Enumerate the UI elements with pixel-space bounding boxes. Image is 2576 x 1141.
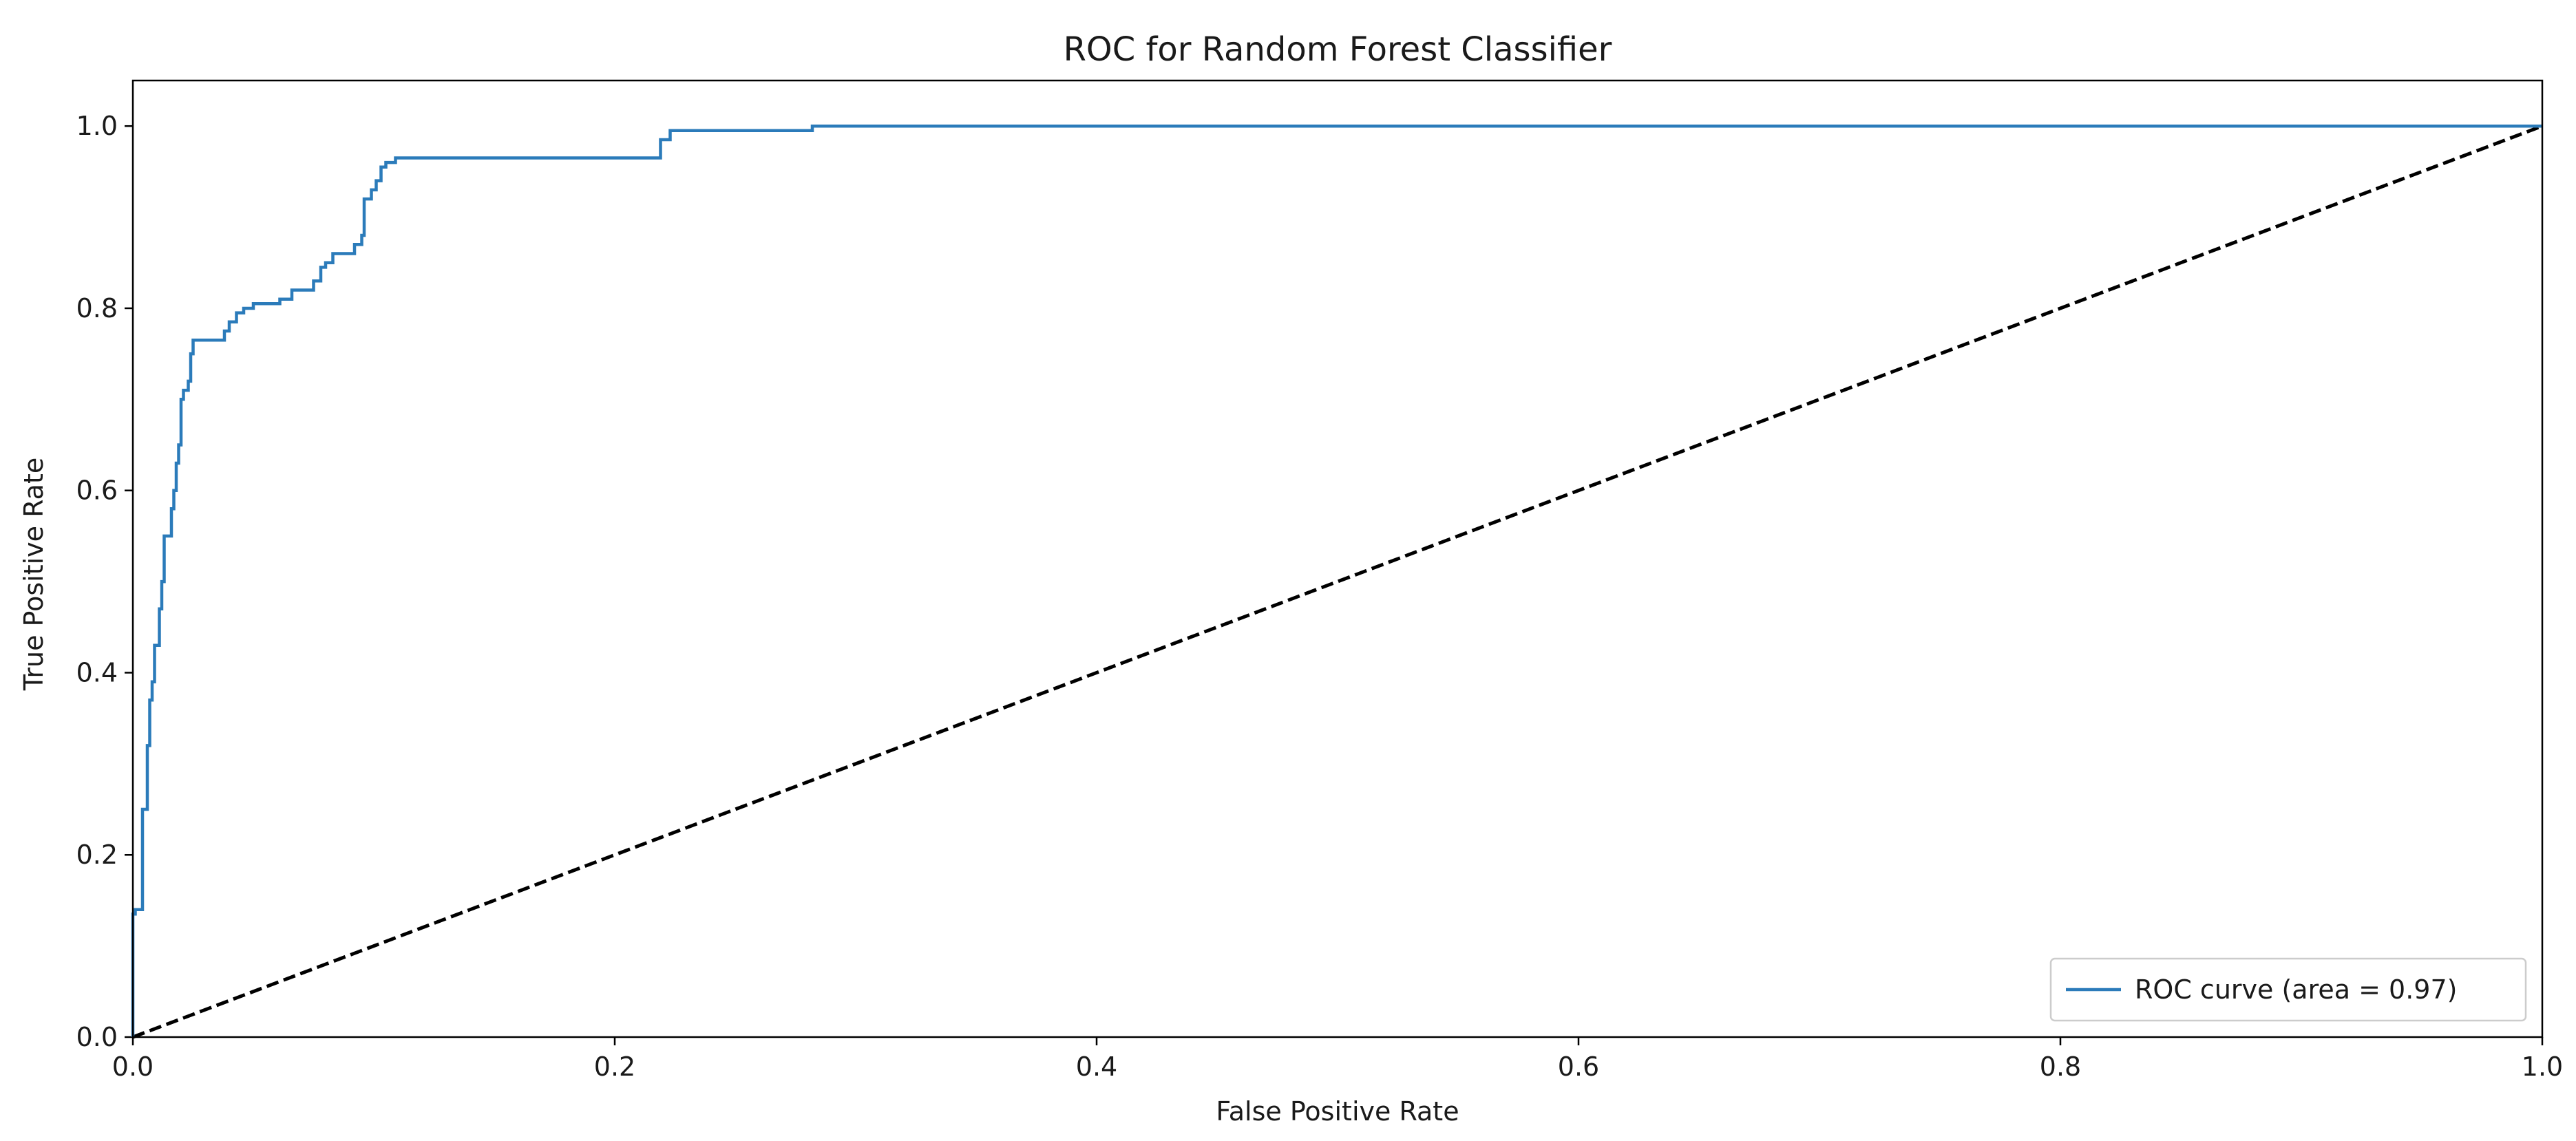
x-tick-label: 0.8 bbox=[2040, 1052, 2081, 1082]
legend-label-roc: ROC curve (area = 0.97) bbox=[2135, 974, 2457, 1005]
y-tick-label: 0.4 bbox=[76, 657, 118, 687]
y-tick-label: 0.2 bbox=[76, 840, 118, 870]
y-tick-label: 0.8 bbox=[76, 293, 118, 323]
y-tick-label: 0.0 bbox=[76, 1022, 118, 1052]
x-axis-label: False Positive Rate bbox=[1216, 1096, 1459, 1127]
legend-box bbox=[2049, 957, 2527, 1022]
series-layer bbox=[131, 124, 2543, 1039]
y-axis-label: True Positive Rate bbox=[19, 458, 49, 692]
diagonal-reference-line bbox=[132, 124, 2543, 1039]
x-tick-label: 0.6 bbox=[1558, 1052, 1599, 1082]
y-tick-label: 0.6 bbox=[76, 476, 118, 506]
x-tick-label: 0.4 bbox=[1076, 1052, 1117, 1082]
plot-frame bbox=[131, 79, 2544, 1038]
chart-title: ROC for Random Forest Classifier bbox=[1064, 30, 1612, 69]
x-tick-label: 0.2 bbox=[594, 1052, 635, 1082]
x-tick-label: 0.0 bbox=[112, 1052, 154, 1082]
legend: ROC curve (area = 0.97) bbox=[2049, 957, 2527, 1022]
axis-ticks: 0.0 0.2 0.4 0.6 0.8 1.0 0.0 0.2 0.4 0.6 0.8 1.0 bbox=[76, 111, 2564, 1082]
roc-curve-line bbox=[131, 124, 2542, 1037]
x-tick-label: 1.0 bbox=[2522, 1052, 2563, 1082]
y-tick-label: 1.0 bbox=[76, 111, 118, 141]
